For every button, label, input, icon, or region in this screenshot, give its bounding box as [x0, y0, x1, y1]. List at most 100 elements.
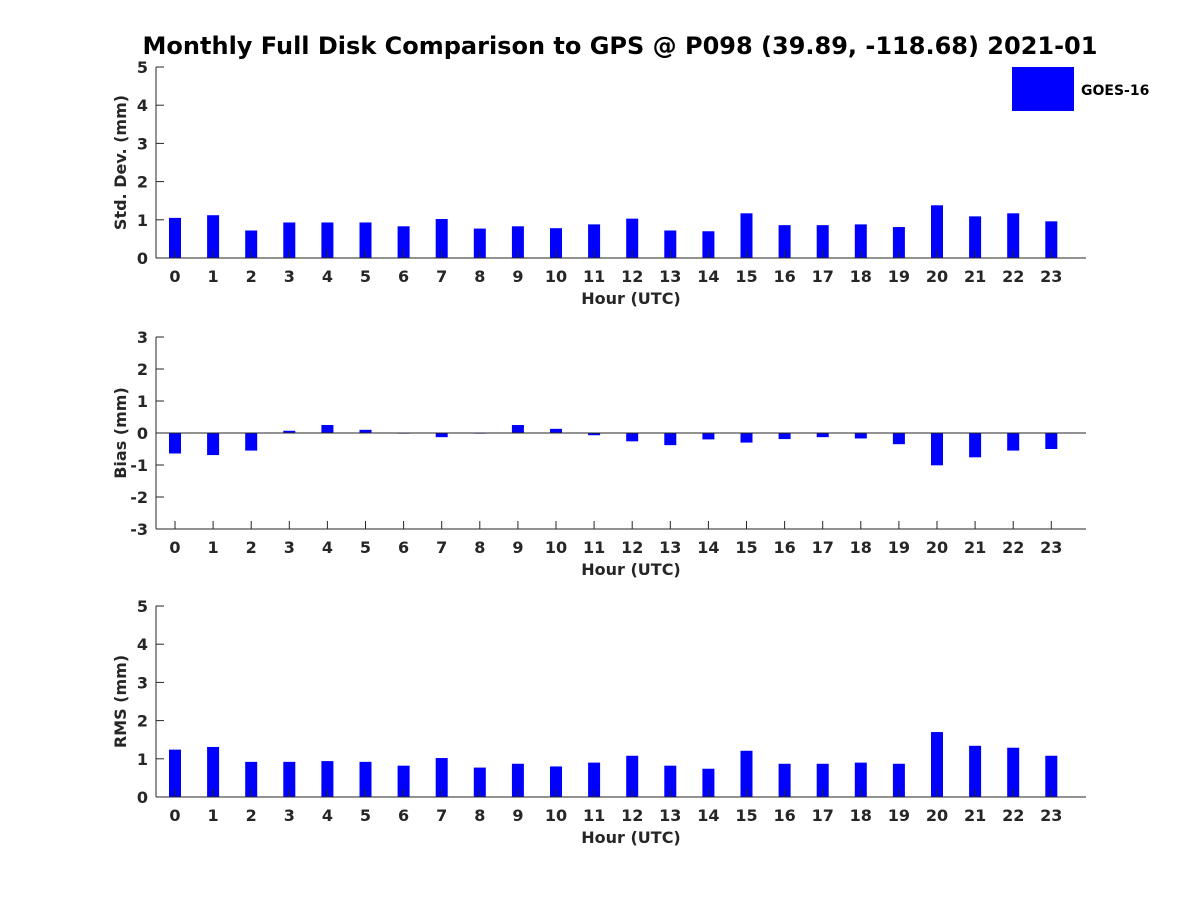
std-dev-x-tick-label: 23 [1040, 267, 1062, 286]
bias-x-tick-label: 5 [360, 538, 371, 557]
bias-x-tick-label: 21 [964, 538, 986, 557]
std-dev-x-tick-label: 20 [926, 267, 948, 286]
std-dev-x-tick-label: 15 [735, 267, 757, 286]
std-dev-bar-hour-23 [1045, 221, 1058, 258]
std-dev-x-tick-label: 7 [436, 267, 447, 286]
bias-bar-hour-9 [511, 425, 524, 433]
bias-y-tick-label: 0 [137, 424, 148, 443]
std-dev-bar-hour-10 [550, 228, 562, 258]
std-dev-y-tick-label: 4 [137, 96, 148, 115]
std-dev-x-tick-label: 18 [850, 267, 872, 286]
std-dev-y-tick-label: 2 [137, 173, 148, 192]
rms-x-tick-label: 14 [697, 806, 719, 825]
std-dev-bar-hour-9 [511, 226, 524, 258]
std-dev-y-tick-label: 0 [137, 249, 148, 268]
std-dev-bar-hour-1 [207, 215, 220, 258]
bias-x-tick-label: 7 [436, 538, 447, 557]
rms-x-tick-label: 10 [545, 806, 567, 825]
bias-x-tick-label: 20 [926, 538, 948, 557]
bias-y-tick-label: 3 [137, 328, 148, 347]
std-dev-bar-hour-8 [473, 228, 486, 258]
rms-x-tick-label: 1 [208, 806, 219, 825]
std-dev-y-axis-label: Std. Dev. (mm) [111, 95, 130, 230]
chart-title: Monthly Full Disk Comparison to GPS @ P0… [143, 32, 1098, 60]
rms-bar-hour-23 [1045, 755, 1058, 797]
bias-x-tick-label: 23 [1040, 538, 1062, 557]
legend-label: GOES-16 [1081, 83, 1149, 99]
rms-x-tick-label: 8 [474, 806, 485, 825]
bias-y-axis-label: Bias (mm) [111, 387, 130, 479]
std-dev-bar-hour-22 [1007, 213, 1020, 258]
bias-bar-hour-14 [702, 433, 715, 440]
rms-bar-hour-22 [1007, 747, 1020, 797]
rms-bar-hour-20 [931, 732, 943, 797]
rms-x-tick-label: 13 [659, 806, 681, 825]
rms-y-tick-label: 1 [137, 750, 148, 769]
rms-x-tick-label: 6 [398, 806, 409, 825]
std-dev-x-tick-label: 0 [169, 267, 180, 286]
bias-bar-hour-11 [588, 433, 601, 436]
rms-x-tick-label: 15 [735, 806, 757, 825]
rms-bar-hour-2 [245, 761, 258, 797]
bias-bar-hour-1 [207, 433, 220, 456]
std-dev-bar-hour-11 [588, 224, 601, 258]
bias-bar-hour-21 [969, 433, 982, 458]
std-dev-x-tick-label: 12 [621, 267, 643, 286]
bias-x-tick-label: 2 [246, 538, 257, 557]
rms-bar-hour-8 [473, 767, 486, 797]
bias-x-tick-label: 10 [545, 538, 567, 557]
rms-bar-hour-4 [321, 761, 334, 797]
bias-bar-hour-7 [435, 433, 448, 438]
rms-bar-hour-13 [664, 765, 677, 797]
rms-bar-hour-14 [702, 768, 715, 797]
rms-x-tick-label: 19 [888, 806, 910, 825]
std-dev-x-axis-label: Hour (UTC) [581, 289, 681, 308]
rms-bar-hour-5 [359, 761, 372, 797]
rms-y-tick-label: 5 [137, 597, 148, 616]
std-dev-x-tick-label: 3 [284, 267, 295, 286]
std-dev-y-tick-label: 5 [137, 58, 148, 77]
std-dev-x-tick-label: 14 [697, 267, 719, 286]
std-dev-x-tick-label: 11 [583, 267, 605, 286]
std-dev-bar-hour-7 [435, 219, 448, 258]
bias-bar-hour-17 [816, 433, 829, 438]
bias-x-tick-label: 6 [398, 538, 409, 557]
std-dev-bar-hour-12 [626, 218, 639, 258]
rms-bar-hour-12 [626, 755, 639, 797]
std-dev-x-tick-label: 2 [246, 267, 257, 286]
std-dev-bar-hour-15 [740, 213, 753, 258]
rms-x-tick-label: 12 [621, 806, 643, 825]
bias-x-tick-label: 1 [208, 538, 219, 557]
std-dev-y-tick-label: 3 [137, 134, 148, 153]
std-dev-x-tick-label: 8 [474, 267, 485, 286]
std-dev-x-tick-label: 4 [322, 267, 333, 286]
bias-bar-hour-10 [550, 428, 562, 433]
bias-x-tick-label: 11 [583, 538, 605, 557]
rms-y-tick-label: 3 [137, 673, 148, 692]
bias-bar-hour-3 [283, 430, 296, 433]
bias-y-tick-label: -2 [130, 488, 148, 507]
rms-bar-hour-15 [740, 750, 753, 797]
rms-x-tick-label: 21 [964, 806, 986, 825]
bias-bar-hour-15 [740, 433, 753, 443]
std-dev-x-tick-label: 13 [659, 267, 681, 286]
bias-x-tick-label: 13 [659, 538, 681, 557]
bias-x-axis-label: Hour (UTC) [581, 560, 681, 579]
std-dev-bar-hour-20 [931, 205, 943, 258]
rms-x-tick-label: 3 [284, 806, 295, 825]
rms-bar-hour-17 [816, 763, 829, 797]
rms-x-tick-label: 7 [436, 806, 447, 825]
rms-x-tick-label: 0 [169, 806, 180, 825]
bias-x-tick-label: 15 [735, 538, 757, 557]
bias-x-tick-label: 8 [474, 538, 485, 557]
bias-x-tick-label: 3 [284, 538, 295, 557]
bias-x-tick-label: 18 [850, 538, 872, 557]
bias-bar-hour-0 [169, 433, 181, 454]
std-dev-bar-hour-5 [359, 222, 372, 258]
rms-bar-hour-21 [969, 745, 982, 797]
bias-x-tick-label: 12 [621, 538, 643, 557]
std-dev-bar-hour-17 [816, 225, 829, 258]
std-dev-bar-hour-14 [702, 231, 715, 258]
bias-x-tick-label: 0 [169, 538, 180, 557]
